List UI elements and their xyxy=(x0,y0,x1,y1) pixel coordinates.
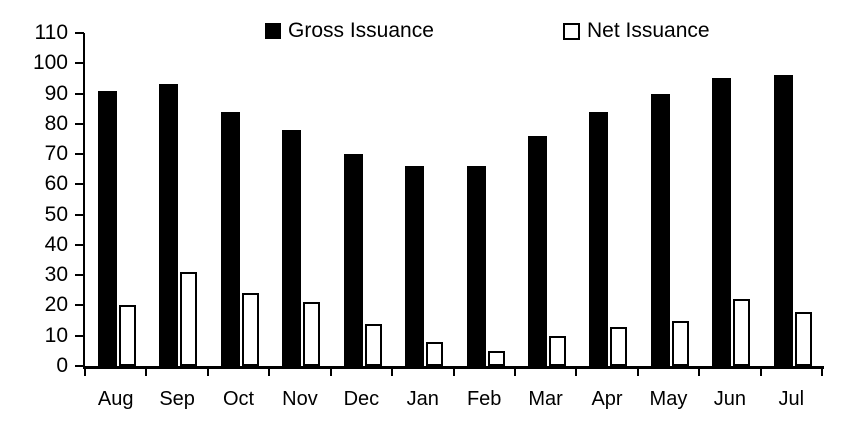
x-axis-tick xyxy=(821,366,823,376)
x-axis-tick xyxy=(206,366,209,376)
net-issuance-bar xyxy=(548,335,566,366)
y-axis-line xyxy=(83,33,85,369)
net-issuance-bar xyxy=(733,299,751,366)
y-axis-tick xyxy=(75,365,84,367)
x-axis-category-label: Feb xyxy=(466,388,502,410)
y-axis-tick-label: 100 xyxy=(32,51,68,75)
x-axis-category-label: Jul xyxy=(778,388,805,410)
gross-issuance-bar xyxy=(527,135,547,366)
net-issuance-swatch-icon xyxy=(563,22,580,40)
y-axis-tick-label: 80 xyxy=(44,111,68,135)
gross-issuance-bar xyxy=(343,154,363,366)
gross-issuance-bar xyxy=(712,78,732,366)
gross-issuance-bar xyxy=(98,90,117,366)
y-axis-tick-label: 110 xyxy=(34,21,68,44)
gross-issuance-bar xyxy=(466,166,486,366)
net-issuance-bar xyxy=(671,320,689,366)
x-axis-category-label: Dec xyxy=(343,388,380,410)
legend-label: Gross Issuance xyxy=(288,19,434,42)
y-axis-tick-label: 0 xyxy=(56,354,68,377)
y-axis-tick-label: 60 xyxy=(44,172,68,196)
gross-issuance-bar xyxy=(282,129,302,366)
gross-issuance-swatch-icon xyxy=(265,23,281,39)
y-axis-tick xyxy=(75,304,84,307)
net-issuance-bar xyxy=(794,311,812,366)
gross-issuance-bar xyxy=(405,166,425,366)
legend-item-gross-issuance: Gross Issuance xyxy=(265,20,434,42)
legend-item-net-issuance: Net Issuance xyxy=(563,20,710,42)
y-axis-tick xyxy=(75,334,84,337)
x-axis-category-label: Apr xyxy=(591,388,623,410)
net-issuance-bar xyxy=(180,272,198,366)
x-axis-tick xyxy=(268,366,271,376)
y-axis-tick-label: 20 xyxy=(44,293,68,317)
y-axis-tick xyxy=(75,32,84,34)
y-axis-tick xyxy=(75,274,84,277)
y-axis-tick xyxy=(75,243,84,246)
y-axis-tick xyxy=(75,92,84,95)
y-axis-tick xyxy=(75,213,84,216)
net-issuance-bar xyxy=(610,326,628,366)
x-axis-category-label: Mar xyxy=(528,388,563,410)
gross-issuance-bar xyxy=(159,84,179,366)
net-issuance-bar xyxy=(364,323,382,366)
x-axis-tick xyxy=(636,366,639,376)
x-axis-tick xyxy=(391,366,394,376)
x-axis-category-label: Sep xyxy=(159,388,195,410)
y-axis-tick-label: 10 xyxy=(44,323,68,347)
x-axis-tick xyxy=(513,366,516,376)
gross-issuance-bar xyxy=(220,111,240,366)
gross-issuance-bar xyxy=(773,75,793,366)
y-axis-tick xyxy=(75,122,84,125)
net-issuance-bar xyxy=(487,350,505,366)
y-axis-tick-label: 50 xyxy=(44,202,68,226)
y-axis-tick-label: 70 xyxy=(44,142,68,166)
legend-label: Net Issuance xyxy=(587,19,710,42)
x-axis-category-label: Jan xyxy=(406,388,439,410)
x-axis-tick xyxy=(698,366,701,376)
y-axis-tick-label: 30 xyxy=(44,263,68,287)
gross-issuance-bar xyxy=(589,111,609,366)
x-axis-category-label: Jun xyxy=(713,388,746,410)
net-issuance-bar xyxy=(119,305,136,366)
x-axis-tick xyxy=(329,366,332,376)
x-axis-category-label: Oct xyxy=(222,388,255,410)
y-axis-tick-label: 40 xyxy=(44,232,68,256)
x-axis-tick xyxy=(145,366,148,376)
y-axis-tick xyxy=(75,153,84,156)
x-axis-category-label: Nov xyxy=(282,388,318,410)
x-axis-category-label: Aug xyxy=(97,388,134,410)
x-axis-category-label: May xyxy=(649,388,688,410)
gross-issuance-bar xyxy=(650,93,670,366)
y-axis-tick xyxy=(75,183,84,186)
x-axis-tick xyxy=(452,366,455,376)
x-axis-tick xyxy=(575,366,578,376)
y-axis-tick xyxy=(75,62,84,65)
x-axis-tick xyxy=(759,366,762,376)
y-axis-tick-label: 90 xyxy=(44,81,68,105)
net-issuance-bar xyxy=(303,302,321,366)
net-issuance-bar xyxy=(426,341,444,366)
net-issuance-bar xyxy=(241,293,259,366)
x-axis-tick xyxy=(84,366,86,376)
